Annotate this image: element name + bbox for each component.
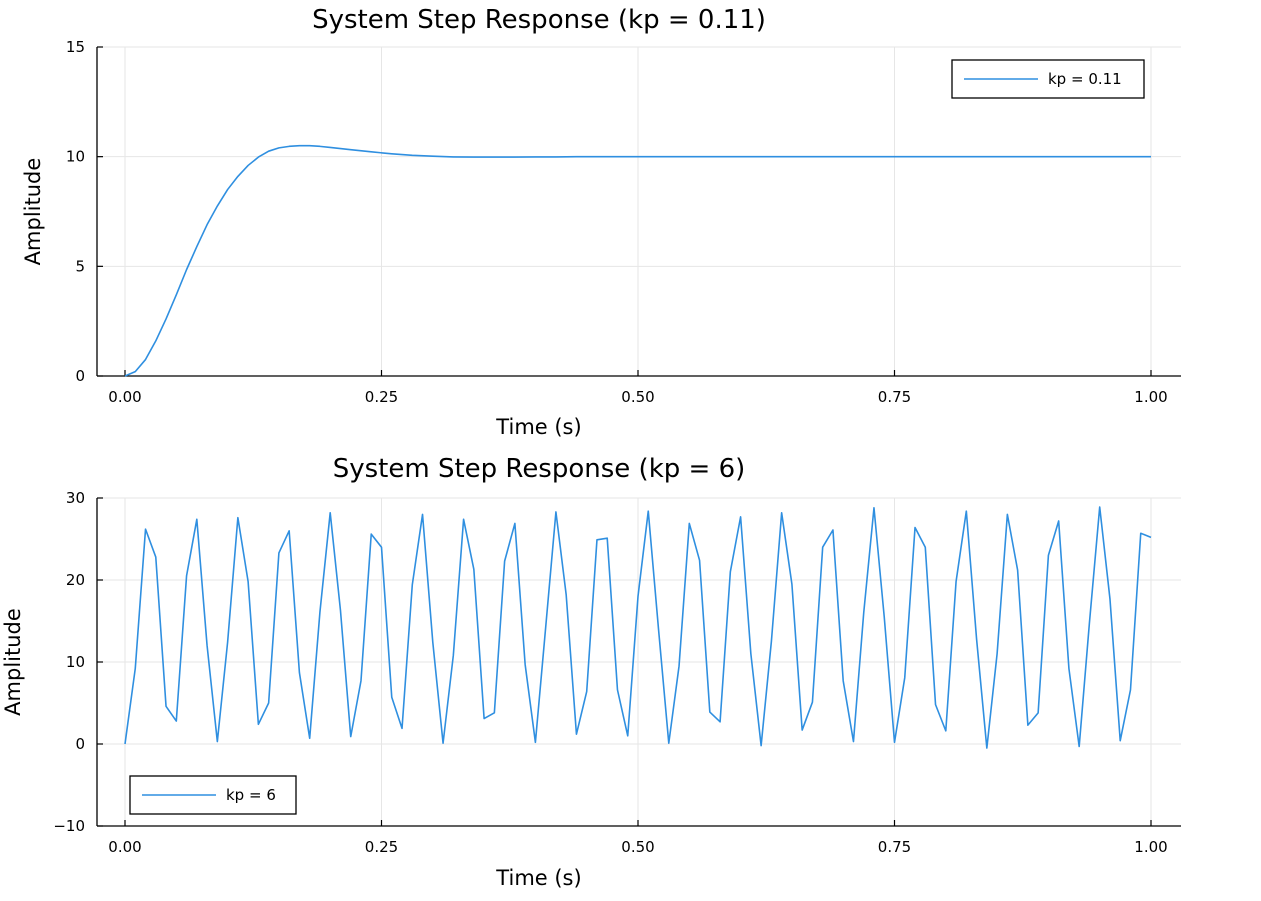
x-tick-label: 0.00: [108, 838, 141, 856]
x-tick-label: 0.50: [621, 838, 654, 856]
x-tick-label: 1.00: [1134, 388, 1167, 406]
series-line: [124, 144, 1151, 377]
x-tick-label: 0.25: [365, 838, 398, 856]
series-line: [124, 506, 1152, 749]
y-axis-label: Amplitude: [1, 608, 25, 716]
y-tick-label: 0: [75, 735, 85, 753]
y-tick-label: 0: [75, 367, 85, 385]
x-axis-label: Time (s): [495, 866, 581, 890]
y-axis-label: Amplitude: [21, 158, 45, 266]
x-tick-label: 0.50: [621, 388, 654, 406]
y-tick-label: 30: [66, 489, 85, 507]
legend-label: kp = 6: [226, 786, 276, 804]
chart-title: System Step Response (kp = 6): [333, 454, 746, 484]
chart-title: System Step Response (kp = 0.11): [312, 5, 766, 35]
legend: kp = 0.11: [951, 59, 1145, 99]
x-axis-label: Time (s): [495, 415, 581, 439]
subplot-2: 0.00 0.25 0.50 0.75 1.00 −10 0 10 20 30 System Ste…: [1, 454, 1181, 890]
y-tick-label: −10: [53, 817, 85, 835]
legend-label: kp = 0.11: [1048, 70, 1122, 88]
x-tick-label: 1.00: [1134, 838, 1167, 856]
y-tick-label: 5: [75, 257, 85, 275]
y-tick-label: 10: [66, 148, 85, 166]
subplot-1: 0.00 0.25 0.50 0.75 1.00 0 5 10 15 System Step Re…: [21, 5, 1181, 439]
y-tick-label: 15: [66, 38, 85, 56]
x-tick-label: 0.75: [878, 388, 911, 406]
x-tick-label: 0.00: [108, 388, 141, 406]
y-tick-label: 20: [66, 571, 85, 589]
x-tick-label: 0.75: [878, 838, 911, 856]
y-tick-label: 10: [66, 653, 85, 671]
legend: kp = 6: [129, 775, 297, 815]
x-tick-label: 0.25: [365, 388, 398, 406]
